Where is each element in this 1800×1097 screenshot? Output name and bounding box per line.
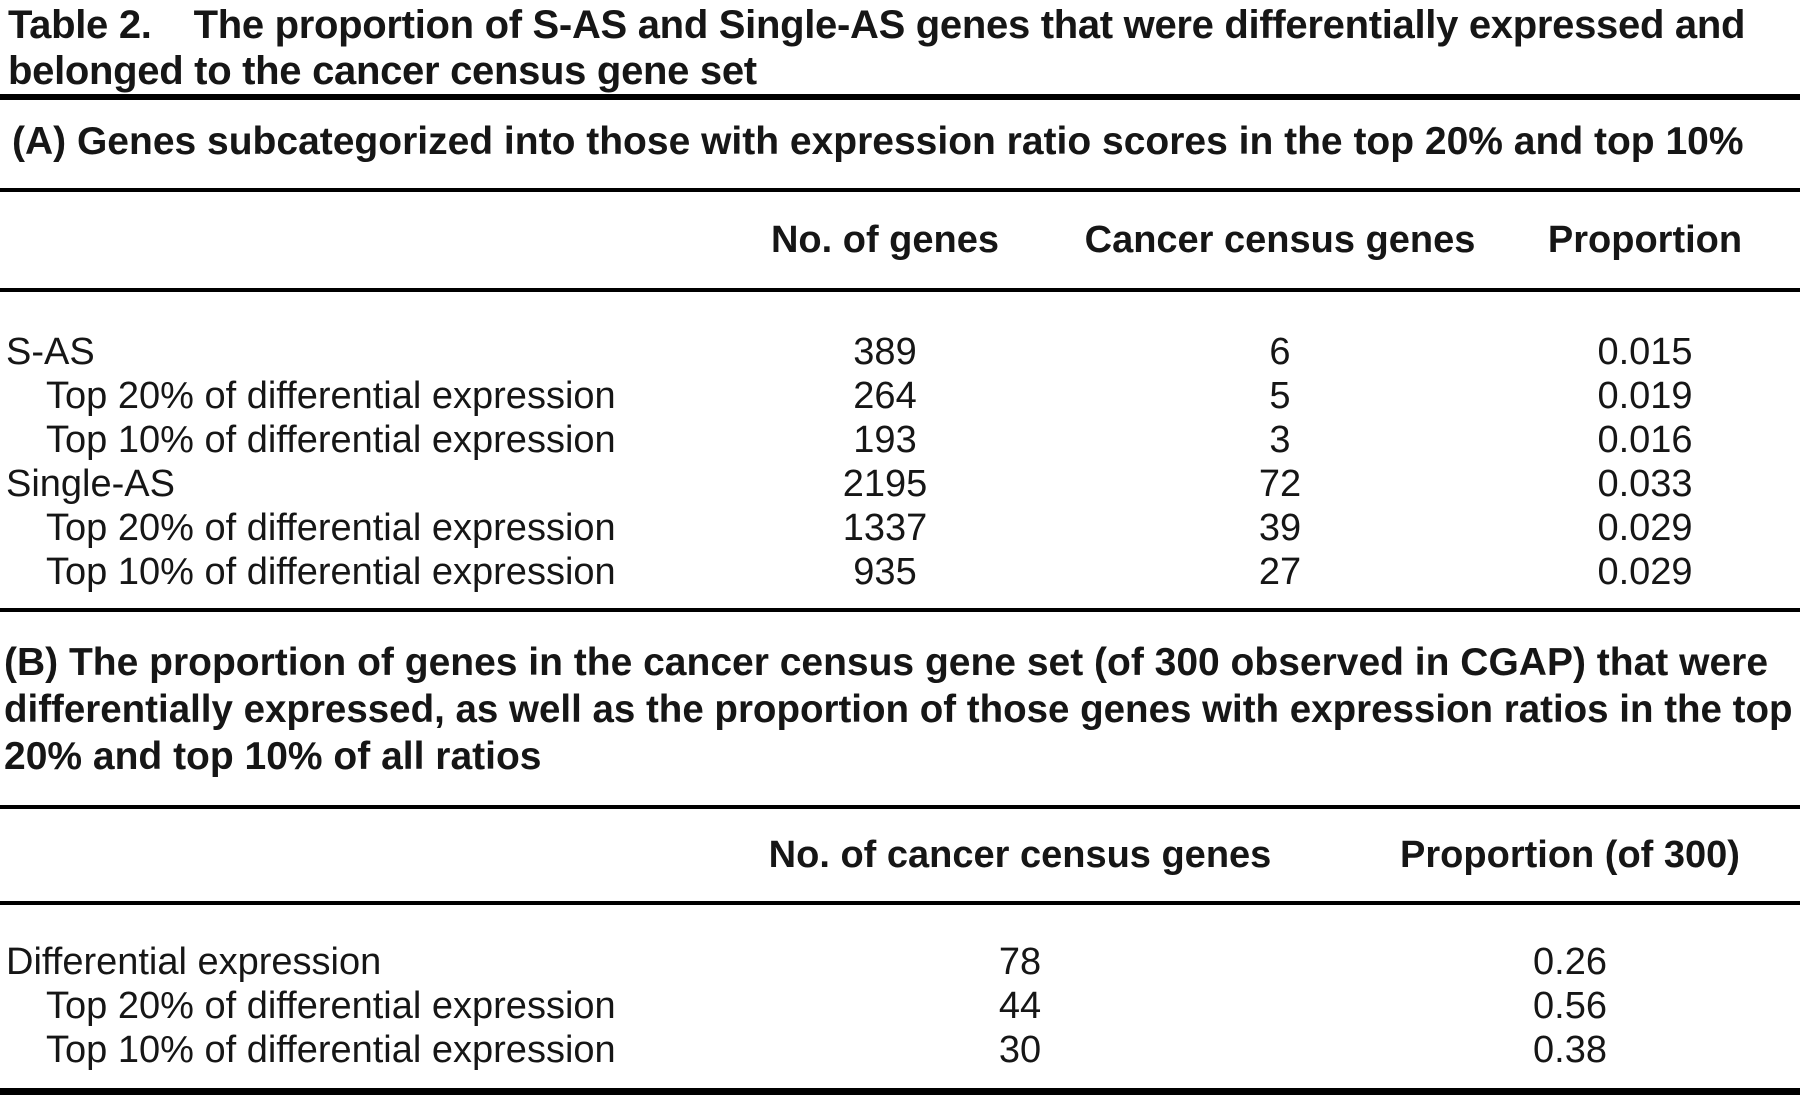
rule-table-bottom xyxy=(0,1088,1800,1095)
section-b-heading-line-2: differentially expressed, as well as the… xyxy=(4,688,1793,731)
table-number-label: Table 2. xyxy=(8,3,152,47)
proportion-value: 0.029 xyxy=(1597,550,1693,593)
proportion-value: 0.029 xyxy=(1597,506,1693,549)
rule-below-title xyxy=(0,94,1800,100)
table-row-single-as-top10: Top 10% of differential expression 935 2… xyxy=(0,550,1800,594)
census-genes-value: 30 xyxy=(998,1028,1042,1071)
census-genes-value: 6 xyxy=(1269,330,1291,373)
table-title-text: The proportion of S-AS and Single-AS gen… xyxy=(193,3,1746,47)
table-row-b-top10: Top 10% of differential expression 30 0.… xyxy=(0,1028,1800,1072)
table-title: Table 2. The proportion of S-AS and Singl… xyxy=(0,0,1800,94)
row-label: Single-AS xyxy=(6,462,175,505)
census-genes-value: 39 xyxy=(1258,506,1302,549)
proportion-value: 0.015 xyxy=(1597,330,1693,373)
rule-below-section-a-table xyxy=(0,608,1800,612)
row-label: Top 20% of differential expression xyxy=(46,374,616,417)
col-header-proportion-of-300: Proportion (of 300) xyxy=(1400,833,1740,876)
table-title-line-2: belonged to the cancer census gene set xyxy=(8,49,757,93)
no-of-genes-value: 193 xyxy=(853,418,917,461)
section-a-header-row: No. of genes Cancer census genes Proport… xyxy=(0,192,1800,288)
row-label: Top 10% of differential expression xyxy=(46,1028,616,1071)
census-genes-value: 5 xyxy=(1269,374,1291,417)
rule-below-section-b-header xyxy=(0,901,1800,905)
table-row-differential-expression: Differential expression 78 0.26 xyxy=(0,940,1800,984)
census-genes-value: 44 xyxy=(998,984,1042,1027)
section-b-heading-line-1: (B) The proportion of genes in the cance… xyxy=(4,641,1769,684)
table-row-single-as: Single-AS 2195 72 0.033 xyxy=(0,462,1800,506)
proportion-value: 0.26 xyxy=(1533,940,1607,983)
census-genes-value: 78 xyxy=(998,940,1042,983)
rule-below-section-b-heading xyxy=(0,805,1800,809)
section-b-heading: (B) The proportion of genes in the cance… xyxy=(0,612,1800,805)
rule-below-section-a-header xyxy=(0,288,1800,292)
table-row-s-as: S-AS 389 6 0.015 xyxy=(0,330,1800,374)
col-header-proportion: Proportion xyxy=(1547,218,1743,261)
col-header-cancer-census-genes: Cancer census genes xyxy=(1084,218,1476,261)
row-label: Top 20% of differential expression xyxy=(46,984,616,1027)
table-row-single-as-top20: Top 20% of differential expression 1337 … xyxy=(0,506,1800,550)
no-of-genes-value: 935 xyxy=(853,550,917,593)
section-b-heading-line-3: 20% and top 10% of all ratios xyxy=(4,735,542,778)
row-label: Top 20% of differential expression xyxy=(46,506,616,549)
section-b-header-row: No. of cancer census genes Proportion (o… xyxy=(0,809,1800,901)
no-of-genes-value: 389 xyxy=(853,330,917,373)
section-b-table-body: Differential expression 78 0.26 Top 20% … xyxy=(0,905,1800,1088)
section-a-heading-text: (A) Genes subcategorized into those with… xyxy=(12,120,1744,163)
row-label: Top 10% of differential expression xyxy=(46,418,616,461)
row-label: Top 10% of differential expression xyxy=(46,550,616,593)
proportion-value: 0.033 xyxy=(1597,462,1693,505)
rule-below-section-a-heading xyxy=(0,188,1800,192)
col-header-no-of-cancer-census-genes: No. of cancer census genes xyxy=(768,833,1272,876)
proportion-value: 0.019 xyxy=(1597,374,1693,417)
row-label: Differential expression xyxy=(6,940,382,983)
proportion-value: 0.56 xyxy=(1533,984,1607,1027)
no-of-genes-value: 2195 xyxy=(842,462,928,505)
section-a-table-body: S-AS 389 6 0.015 Top 20% of differential… xyxy=(0,292,1800,608)
census-genes-value: 3 xyxy=(1269,418,1291,461)
section-a-heading: (A) Genes subcategorized into those with… xyxy=(0,100,1800,188)
table-row-s-as-top10: Top 10% of differential expression 193 3… xyxy=(0,418,1800,462)
proportion-value: 0.016 xyxy=(1597,418,1693,461)
no-of-genes-value: 1337 xyxy=(842,506,928,549)
table-row-s-as-top20: Top 20% of differential expression 264 5… xyxy=(0,374,1800,418)
proportion-value: 0.38 xyxy=(1533,1028,1607,1071)
col-header-no-of-genes: No. of genes xyxy=(770,218,1000,261)
census-genes-value: 72 xyxy=(1258,462,1302,505)
table-row-b-top20: Top 20% of differential expression 44 0.… xyxy=(0,984,1800,1028)
table-title-line-1: Table 2. The proportion of S-AS and Singl… xyxy=(8,2,1800,48)
census-genes-value: 27 xyxy=(1258,550,1302,593)
row-label: S-AS xyxy=(6,330,95,373)
no-of-genes-value: 264 xyxy=(853,374,917,417)
